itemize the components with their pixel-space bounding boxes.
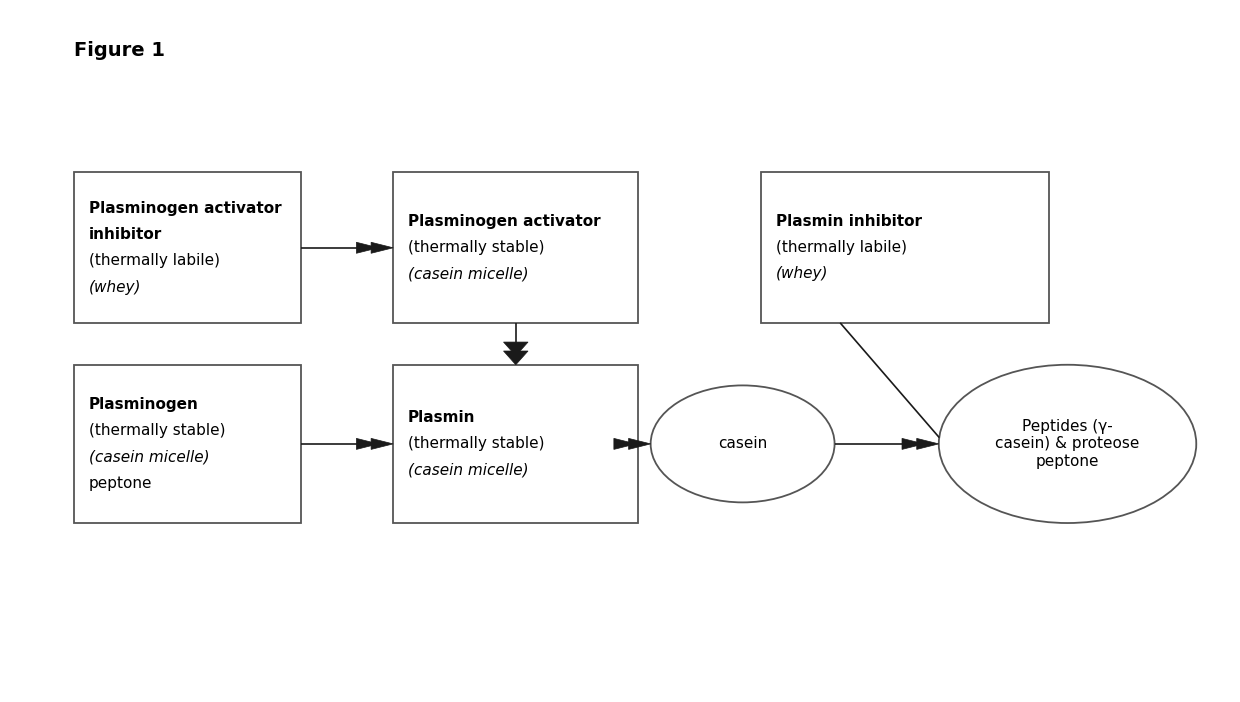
Text: peptone: peptone <box>89 476 153 491</box>
Text: (thermally stable): (thermally stable) <box>408 437 544 451</box>
Text: (thermally stable): (thermally stable) <box>89 423 226 438</box>
Text: (casein micelle): (casein micelle) <box>408 267 528 282</box>
Polygon shape <box>356 242 378 253</box>
Polygon shape <box>371 438 393 449</box>
Text: Plasmin: Plasmin <box>408 410 475 425</box>
Text: (whey): (whey) <box>89 279 141 295</box>
Text: (thermally labile): (thermally labile) <box>776 240 906 256</box>
Text: Plasmin inhibitor: Plasmin inhibitor <box>776 214 921 229</box>
Text: (casein micelle): (casein micelle) <box>408 463 528 477</box>
Polygon shape <box>356 438 378 449</box>
Bar <box>761 172 1049 324</box>
Polygon shape <box>901 438 924 449</box>
Text: (thermally stable): (thermally stable) <box>408 240 544 256</box>
Text: (casein micelle): (casein micelle) <box>89 449 210 465</box>
Bar <box>393 172 639 324</box>
Text: Plasminogen activator: Plasminogen activator <box>408 214 600 229</box>
Text: Peptides (γ-
casein) & proteose
peptone: Peptides (γ- casein) & proteose peptone <box>996 419 1140 469</box>
Bar <box>74 365 301 523</box>
Text: (thermally labile): (thermally labile) <box>89 253 219 268</box>
Text: inhibitor: inhibitor <box>89 227 162 242</box>
Text: (whey): (whey) <box>776 267 828 282</box>
Polygon shape <box>916 438 939 449</box>
Text: casein: casein <box>718 437 768 451</box>
Polygon shape <box>503 342 528 356</box>
Polygon shape <box>371 242 393 253</box>
Polygon shape <box>614 438 636 449</box>
Bar <box>393 365 639 523</box>
Polygon shape <box>503 351 528 365</box>
Ellipse shape <box>651 385 835 503</box>
Text: Plasminogen: Plasminogen <box>89 397 198 412</box>
Text: Figure 1: Figure 1 <box>74 41 165 60</box>
Text: Plasminogen activator: Plasminogen activator <box>89 201 281 216</box>
Bar <box>74 172 301 324</box>
Polygon shape <box>629 438 651 449</box>
Ellipse shape <box>939 365 1197 523</box>
